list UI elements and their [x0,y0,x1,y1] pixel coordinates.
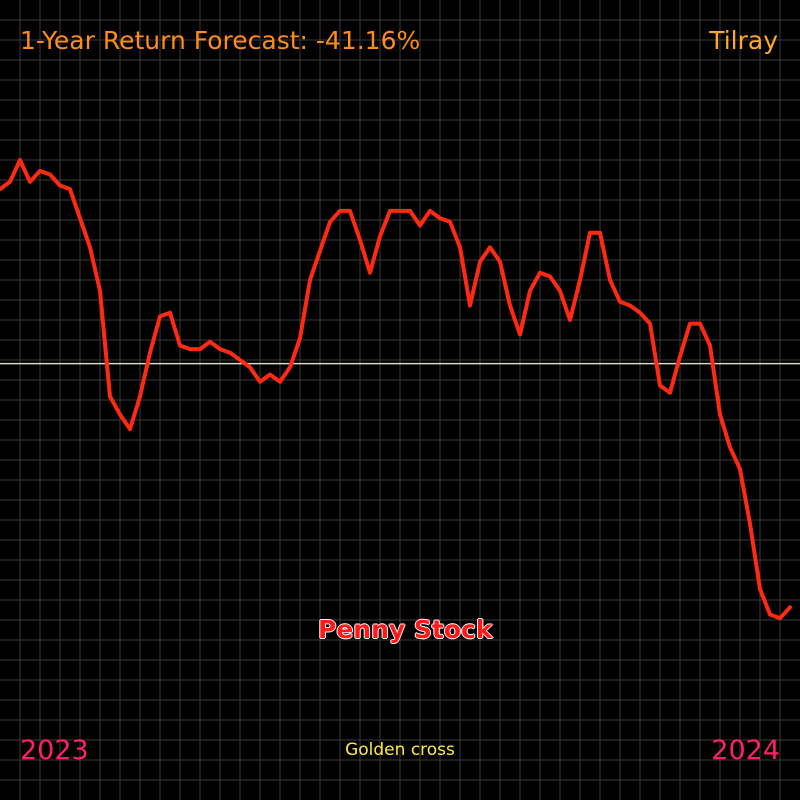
ticker-name: Tilray [709,26,778,55]
penny-stock-badge: Penny Stock [318,615,493,644]
series-line-0 [0,158,792,621]
golden-cross-label: Golden cross [345,740,455,760]
start-year-label: 2023 [20,735,89,766]
price-series [0,158,792,621]
end-year-label: 2024 [711,735,780,766]
forecast-title: 1-Year Return Forecast: -41.16% [20,26,421,55]
